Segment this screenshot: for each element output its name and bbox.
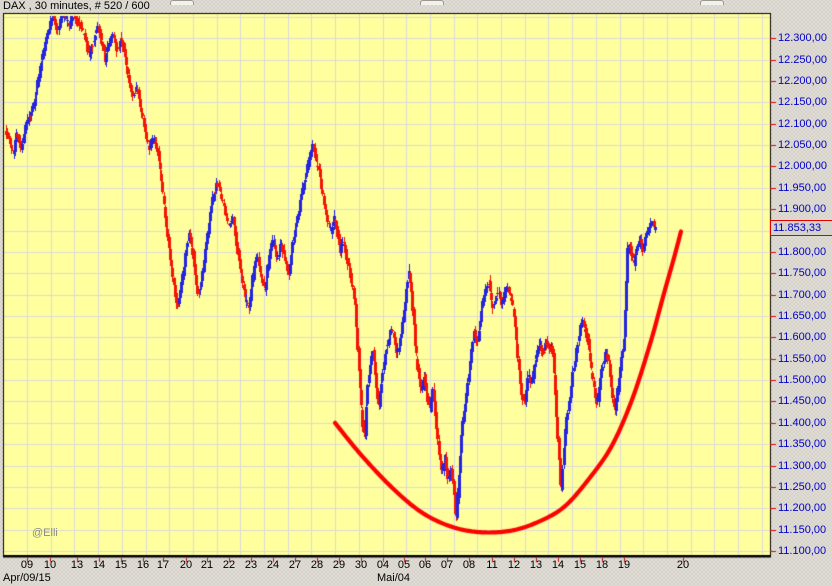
x-axis-label: 18 [595, 559, 609, 571]
x-axis-label: 13 [529, 559, 543, 571]
y-axis-label: 12.100,00 [778, 118, 827, 130]
x-axis-label: 15 [573, 559, 587, 571]
watermark-label: @Elli [32, 527, 58, 539]
y-axis-label: 11.500,00 [778, 374, 827, 386]
x-axis-label: 08 [462, 559, 476, 571]
x-axis-label: 23 [244, 559, 258, 571]
y-axis-label: 12.150,00 [778, 96, 827, 108]
y-axis-label: 11.150,00 [778, 524, 827, 536]
y-axis-label: 11.900,00 [778, 203, 827, 215]
x-axis-label: 20 [179, 559, 193, 571]
x-axis-label: 28 [310, 559, 324, 571]
y-axis-label: 11.350,00 [778, 438, 827, 450]
x-axis-label: 27 [288, 559, 302, 571]
y-axis-label: 11.550,00 [778, 353, 827, 365]
y-axis-label: 11.750,00 [778, 267, 827, 279]
y-axis-label: 11.250,00 [778, 481, 827, 493]
x-axis-label: 13 [70, 559, 84, 571]
x-axis-label: 29 [332, 559, 346, 571]
y-axis-label: 11.650,00 [778, 310, 827, 322]
y-axis-label: 11.800,00 [778, 246, 827, 258]
x-axis-label: 05 [397, 559, 411, 571]
x-axis-label: 11 [486, 559, 498, 571]
x-axis-label: 12 [507, 559, 521, 571]
x-axis-label: 15 [114, 559, 128, 571]
x-axis-label: 19 [617, 559, 631, 571]
x-axis-label: 24 [266, 559, 280, 571]
x-axis-label: 22 [222, 559, 236, 571]
y-axis-label: 11.100,00 [778, 545, 827, 557]
current-price-badge: 11.853,33 [770, 220, 832, 236]
y-axis-label: 11.200,00 [778, 502, 827, 514]
x-axis-label: 30 [354, 559, 368, 571]
window-edge-tab [420, 0, 444, 5]
y-axis-label: 12.250,00 [778, 54, 827, 66]
y-axis-label: 11.950,00 [778, 182, 827, 194]
x-axis-label: 07 [440, 559, 454, 571]
x-axis-label: 14 [92, 559, 106, 571]
y-axis-label: 11.600,00 [778, 331, 827, 343]
current-price-value: 11.853,33 [773, 222, 822, 234]
chart-title: DAX , 30 minutes, # 520 / 600 [3, 0, 150, 12]
y-axis-label: 12.050,00 [778, 139, 827, 151]
y-axis-label: 11.450,00 [778, 395, 827, 407]
x-axis-label: 16 [136, 559, 150, 571]
x-axis-label: 10 [43, 559, 57, 571]
y-axis-label: 12.300,00 [778, 32, 827, 44]
x-axis-label: 14 [551, 559, 565, 571]
x-axis-label: 06 [418, 559, 432, 571]
y-axis-label: 11.700,00 [778, 289, 827, 301]
y-axis-label: 12.200,00 [778, 75, 827, 87]
x-axis-date-start: Apr/09/15 [3, 572, 51, 584]
y-axis-label: 11.400,00 [778, 417, 827, 429]
x-axis-label: 20 [676, 559, 690, 571]
x-axis-label: 17 [156, 559, 170, 571]
x-axis-label: 04 [376, 559, 390, 571]
x-axis-date-month2: Mai/04 [377, 572, 411, 584]
y-axis-label: 11.300,00 [778, 460, 827, 472]
x-axis-label: 09 [20, 559, 34, 571]
x-axis-label: 21 [200, 559, 214, 571]
window-edge-tab [170, 0, 194, 5]
y-axis-label: 12.000,00 [778, 160, 827, 172]
window-edge-tab [700, 0, 724, 5]
